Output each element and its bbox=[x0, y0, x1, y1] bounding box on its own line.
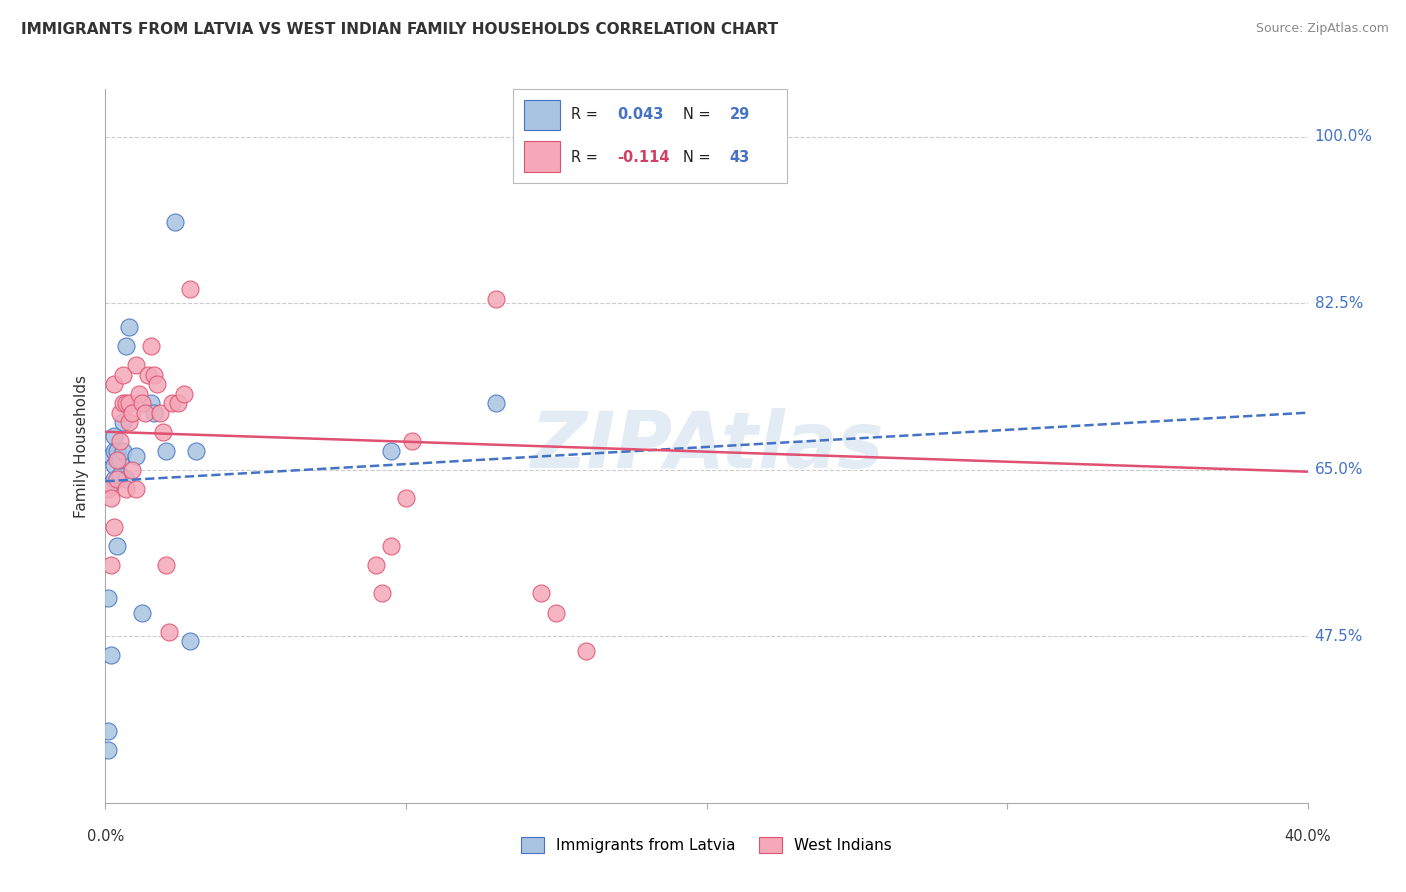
Point bbox=[100, 491, 122, 506]
Point bbox=[118, 415, 141, 429]
Point bbox=[97, 724, 120, 739]
Point bbox=[155, 558, 177, 572]
Point bbox=[121, 463, 143, 477]
Point bbox=[145, 377, 167, 392]
Point bbox=[157, 624, 180, 639]
Point bbox=[121, 406, 143, 420]
Bar bbox=[524, 141, 560, 171]
Point bbox=[142, 368, 165, 382]
Point bbox=[530, 586, 553, 600]
Point bbox=[160, 396, 183, 410]
Point bbox=[166, 396, 188, 410]
Point bbox=[110, 434, 132, 449]
Bar bbox=[524, 100, 560, 130]
Point bbox=[112, 443, 135, 458]
Point bbox=[131, 396, 153, 410]
Text: 82.5%: 82.5% bbox=[1315, 296, 1362, 310]
Point bbox=[115, 482, 138, 496]
Point bbox=[139, 396, 162, 410]
Point bbox=[100, 558, 122, 572]
Point bbox=[401, 434, 423, 449]
Point bbox=[97, 482, 120, 496]
Point bbox=[112, 368, 135, 382]
Text: R =: R = bbox=[571, 150, 602, 165]
Point bbox=[184, 443, 207, 458]
Point bbox=[148, 406, 170, 420]
Point bbox=[115, 472, 138, 486]
Point bbox=[142, 406, 165, 420]
Point bbox=[395, 491, 418, 506]
Point bbox=[107, 539, 129, 553]
Point bbox=[152, 425, 174, 439]
Point bbox=[124, 482, 146, 496]
Point bbox=[128, 386, 150, 401]
Point bbox=[485, 396, 508, 410]
Point bbox=[110, 406, 132, 420]
Text: 0.043: 0.043 bbox=[617, 107, 664, 122]
Point bbox=[118, 320, 141, 334]
Text: 29: 29 bbox=[730, 107, 749, 122]
Point bbox=[103, 458, 125, 472]
Point bbox=[107, 443, 129, 458]
Point bbox=[124, 449, 146, 463]
Point bbox=[97, 743, 120, 757]
Text: 100.0%: 100.0% bbox=[1315, 129, 1372, 145]
Point bbox=[380, 443, 402, 458]
Point bbox=[575, 643, 598, 657]
Point bbox=[110, 453, 132, 467]
Point bbox=[103, 443, 125, 458]
Point bbox=[97, 591, 120, 606]
Point bbox=[364, 558, 387, 572]
Point bbox=[112, 396, 135, 410]
Point bbox=[155, 443, 177, 458]
Point bbox=[546, 606, 568, 620]
Point bbox=[118, 396, 141, 410]
Point bbox=[136, 368, 159, 382]
Point bbox=[485, 292, 508, 306]
Point bbox=[163, 215, 186, 229]
Text: N =: N = bbox=[683, 107, 716, 122]
Point bbox=[380, 539, 402, 553]
Point bbox=[110, 467, 132, 482]
Point bbox=[124, 358, 146, 372]
Point bbox=[107, 453, 129, 467]
Point bbox=[139, 339, 162, 353]
Text: N =: N = bbox=[683, 150, 716, 165]
Legend: Immigrants from Latvia, West Indians: Immigrants from Latvia, West Indians bbox=[515, 831, 898, 859]
Point bbox=[103, 520, 125, 534]
Text: 43: 43 bbox=[730, 150, 749, 165]
Point bbox=[371, 586, 394, 600]
Text: IMMIGRANTS FROM LATVIA VS WEST INDIAN FAMILY HOUSEHOLDS CORRELATION CHART: IMMIGRANTS FROM LATVIA VS WEST INDIAN FA… bbox=[21, 22, 778, 37]
Point bbox=[173, 386, 195, 401]
Point bbox=[112, 415, 135, 429]
Point bbox=[115, 339, 138, 353]
Y-axis label: Family Households: Family Households bbox=[75, 375, 90, 517]
Text: 0.0%: 0.0% bbox=[87, 830, 124, 845]
Point bbox=[103, 377, 125, 392]
Point bbox=[179, 634, 201, 648]
Text: Source: ZipAtlas.com: Source: ZipAtlas.com bbox=[1256, 22, 1389, 36]
Point bbox=[103, 429, 125, 443]
Point bbox=[103, 472, 125, 486]
Text: ZIPAtlas: ZIPAtlas bbox=[530, 408, 883, 484]
Text: 65.0%: 65.0% bbox=[1315, 462, 1362, 477]
Point bbox=[100, 648, 122, 663]
Point bbox=[179, 282, 201, 296]
Text: 47.5%: 47.5% bbox=[1315, 629, 1362, 644]
Text: 40.0%: 40.0% bbox=[1284, 830, 1331, 845]
Text: R =: R = bbox=[571, 107, 602, 122]
Text: -0.114: -0.114 bbox=[617, 150, 669, 165]
Point bbox=[100, 449, 122, 463]
Point bbox=[107, 472, 129, 486]
Point bbox=[100, 477, 122, 491]
Point bbox=[131, 606, 153, 620]
Point bbox=[115, 396, 138, 410]
Point bbox=[134, 406, 156, 420]
